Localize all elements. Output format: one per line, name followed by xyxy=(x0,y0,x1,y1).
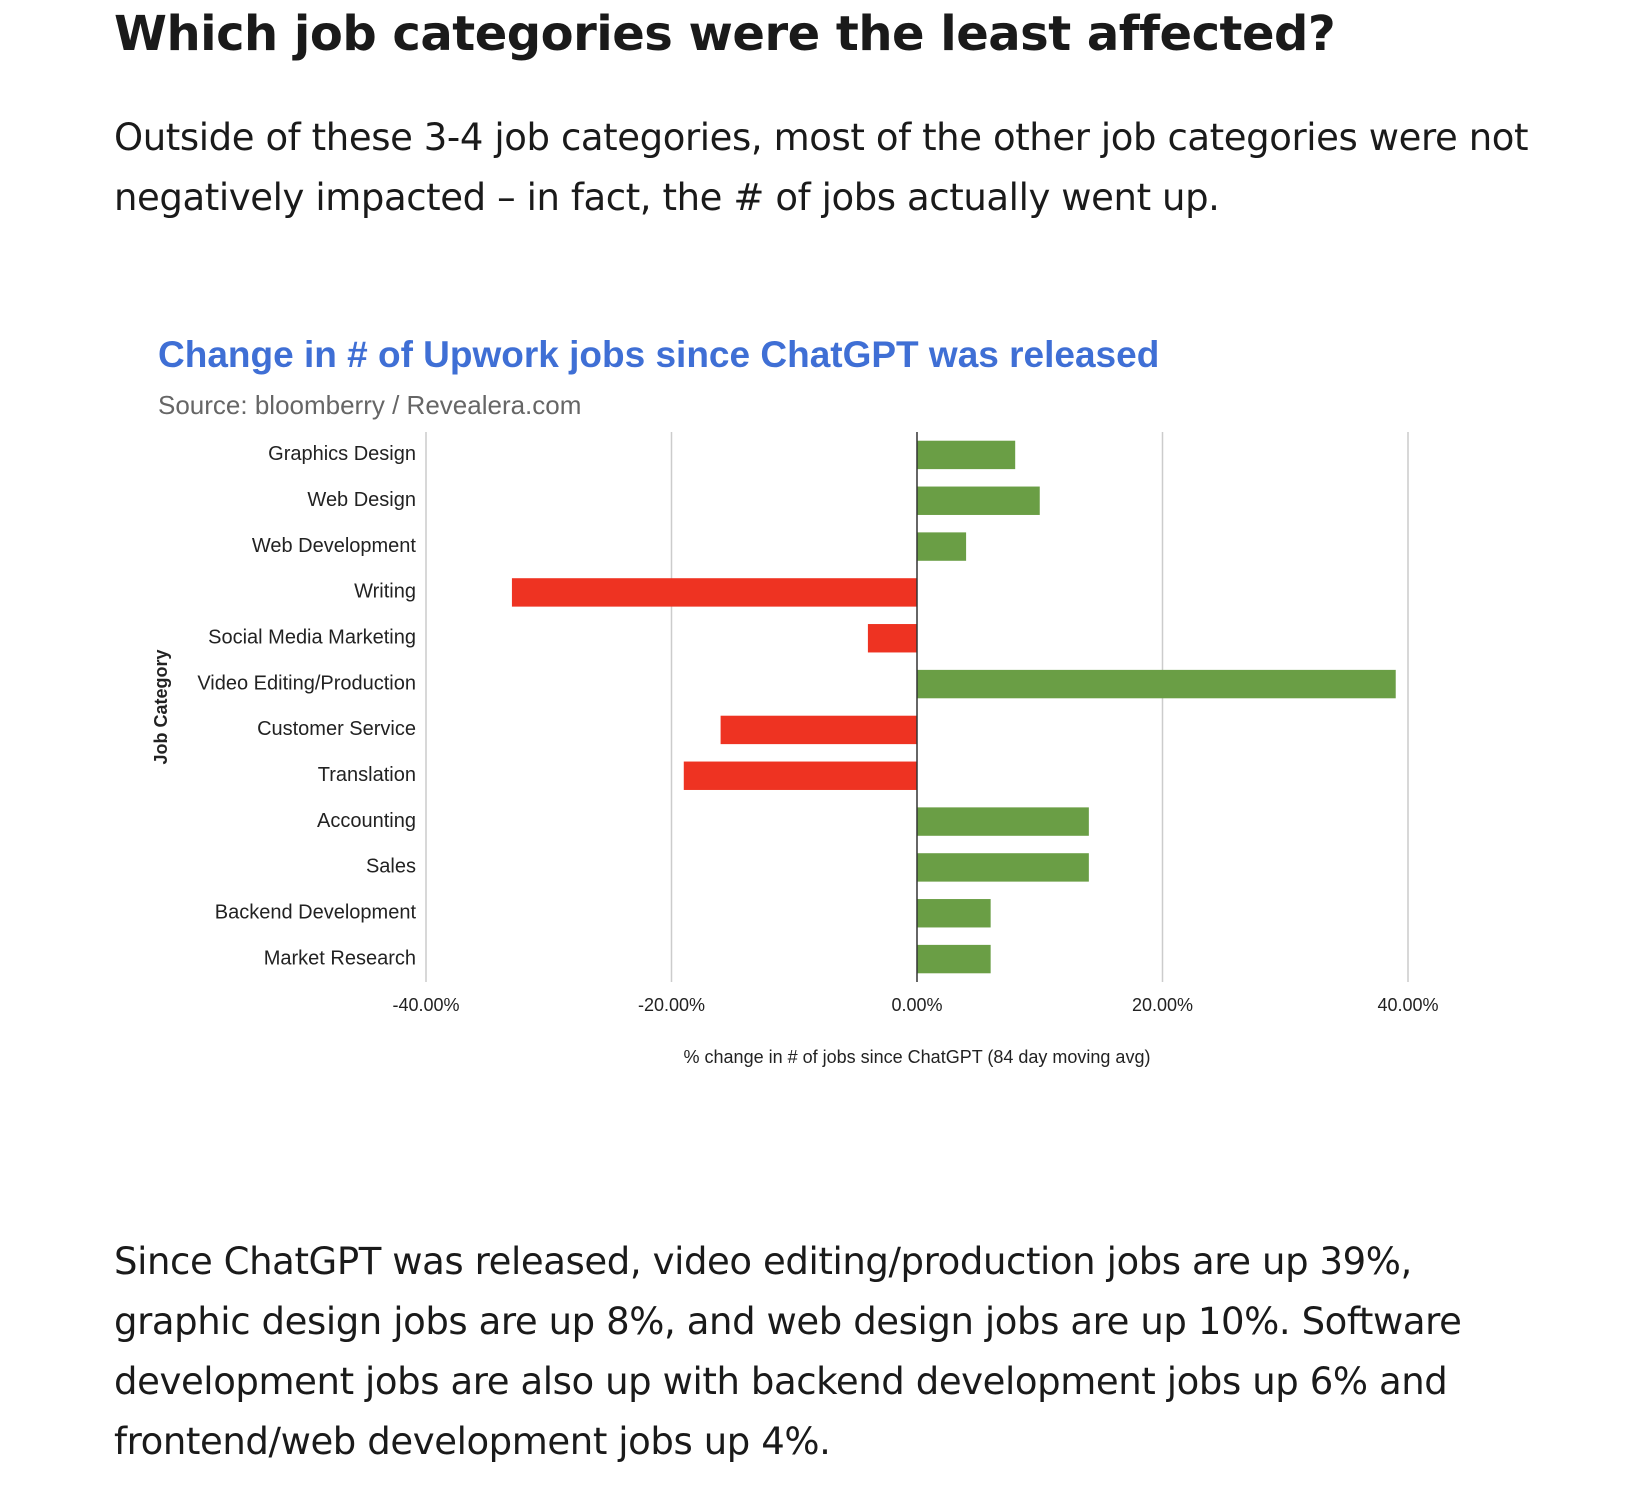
bar-sales xyxy=(917,853,1089,882)
x-axis-title: % change in # of jobs since ChatGPT (84 … xyxy=(684,1047,1151,1067)
bar-market-research xyxy=(917,944,991,974)
bar-chart: Change in # of Upwork jobs since ChatGPT… xyxy=(140,320,1540,1140)
chart-subtitle: Source: bloomberry / Revealera.com xyxy=(158,390,582,420)
bar-accounting xyxy=(917,807,1089,836)
category-label: Backend Development xyxy=(215,902,417,924)
bar-backend-development xyxy=(917,899,991,928)
chart-title: Change in # of Upwork jobs since ChatGPT… xyxy=(158,334,1160,375)
x-tick-label: 0.00% xyxy=(891,995,942,1015)
category-label: Sales xyxy=(366,856,416,878)
category-label: Graphics Design xyxy=(268,443,416,465)
category-label: Web Development xyxy=(252,535,417,557)
bar-video-editing-production xyxy=(917,669,1396,699)
bar-web-design xyxy=(917,486,1040,515)
category-label: Video Editing/Production xyxy=(197,672,416,694)
chart-plot: Graphics Design Web Design Web Development… xyxy=(151,432,1439,1067)
category-label: Writing xyxy=(354,581,416,603)
y-axis-title: Job Category xyxy=(151,649,171,764)
bar-graphics-design xyxy=(917,440,1016,470)
x-tick-label: -20.00% xyxy=(638,995,705,1015)
category-label: Customer Service xyxy=(257,718,416,740)
bar-writing xyxy=(511,578,917,607)
x-tick-label: -40.00% xyxy=(392,995,459,1015)
category-label: Market Research xyxy=(264,947,416,969)
category-label: Accounting xyxy=(317,810,416,832)
x-tick-label: 40.00% xyxy=(1377,995,1438,1015)
bar-translation xyxy=(683,761,917,790)
category-label: Social Media Marketing xyxy=(208,627,416,649)
bar-web-development xyxy=(917,532,967,561)
article-heading: Which job categories were the least affe… xyxy=(114,6,1336,62)
category-label: Web Design xyxy=(307,489,416,511)
category-label: Translation xyxy=(318,764,416,786)
bar-customer-service xyxy=(720,715,917,745)
conclusion-paragraph: Since ChatGPT was released, video editin… xyxy=(114,1240,1462,1463)
bar-social-media-marketing xyxy=(867,624,917,653)
intro-paragraph: Outside of these 3-4 job categories, mos… xyxy=(114,116,1529,219)
x-tick-label: 20.00% xyxy=(1132,995,1193,1015)
